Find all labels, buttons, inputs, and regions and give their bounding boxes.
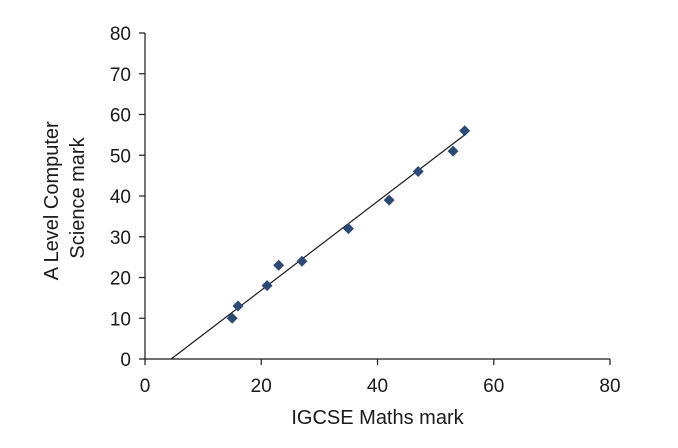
axes xyxy=(144,33,610,360)
y-tick-label: 30 xyxy=(110,228,131,249)
x-tick-label: 80 xyxy=(599,376,620,397)
y-axis-title-line-1: A Level Computer xyxy=(41,121,63,280)
y-tick-label: 40 xyxy=(110,187,131,208)
data-point xyxy=(226,312,238,324)
data-point xyxy=(459,125,471,137)
y-tick-label: 50 xyxy=(110,146,131,167)
data-point xyxy=(383,194,395,206)
data-point xyxy=(412,166,424,178)
x-tick-label: 60 xyxy=(483,376,504,397)
y-ticks: 0 10 20 30 40 50 60 70 80 xyxy=(110,24,145,371)
y-tick-label: 80 xyxy=(110,24,131,45)
data-point xyxy=(447,145,459,157)
data-point xyxy=(273,259,285,271)
data-point xyxy=(342,223,354,235)
y-tick-label: 20 xyxy=(110,269,131,290)
y-tick-label: 70 xyxy=(110,65,131,86)
x-tick-label: 40 xyxy=(367,376,388,397)
data-point xyxy=(296,255,308,267)
data-point xyxy=(232,300,244,312)
x-tick-label: 0 xyxy=(140,376,151,397)
x-tick-label: 20 xyxy=(251,376,272,397)
y-axis-title: A Level Computer Science mark xyxy=(41,116,89,281)
data-points xyxy=(226,125,471,324)
y-axis-title-line-2: Science mark xyxy=(67,136,89,258)
x-ticks: 0 20 40 60 80 xyxy=(140,359,621,397)
y-tick-label: 10 xyxy=(110,309,131,330)
x-axis-title: IGCSE Maths mark xyxy=(291,407,464,429)
y-tick-label: 0 xyxy=(120,350,131,371)
data-point xyxy=(261,280,273,292)
trend-line xyxy=(170,134,466,360)
y-tick-label: 60 xyxy=(110,106,131,127)
